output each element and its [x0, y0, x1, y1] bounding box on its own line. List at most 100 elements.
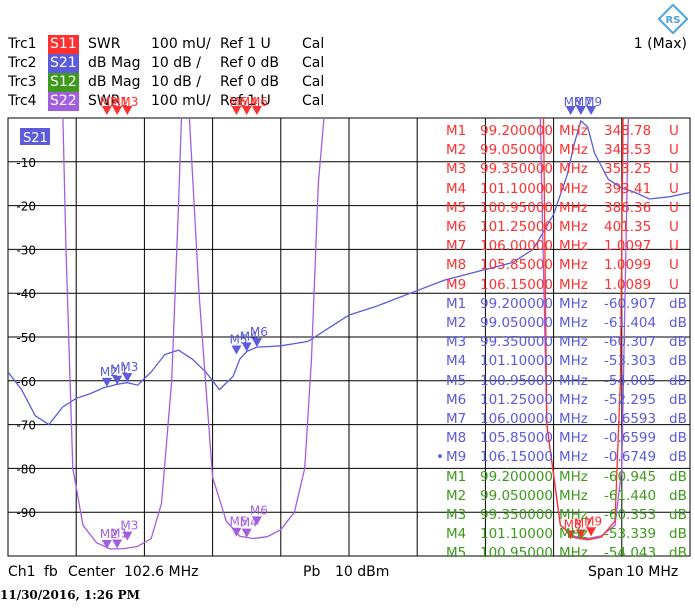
marker-label: M4	[240, 516, 258, 530]
trace-format: SWR	[88, 93, 121, 109]
y-tick-label: -60	[16, 375, 36, 389]
trace-s21	[8, 119, 690, 426]
marker-frequency-unit: MHz	[559, 353, 588, 370]
trace-ref: Ref 0 dB	[220, 55, 279, 71]
marker-triangle	[251, 338, 262, 348]
top-marker-label: M4	[240, 95, 258, 109]
marker-triangle	[112, 375, 123, 385]
marker-name: M5	[446, 545, 467, 558]
y-axis-ticks: -10 -20 -30 -40 -50 -60 -70 -80 -90	[16, 156, 36, 520]
marker-name: M1	[446, 123, 467, 139]
marker-frequency: 101.25000	[480, 391, 554, 408]
marker-value: -53.303	[604, 353, 657, 370]
marker-value-unit: dB	[669, 430, 687, 447]
marker-triangle	[241, 342, 252, 352]
marker-label: M6	[250, 503, 268, 517]
marker-value: 386.36	[604, 199, 652, 216]
trace-param-badge[interactable]: S21	[48, 54, 79, 73]
active-trace-badge[interactable]	[20, 128, 50, 145]
trace-scale: 10 dB /	[151, 55, 201, 71]
top-marker-label: M3	[120, 95, 138, 109]
marker-name: M5	[446, 372, 467, 389]
marker-frequency-unit: MHz	[559, 526, 588, 543]
trace-param-badge[interactable]: S11	[48, 35, 79, 54]
marker-frequency: 99.350000	[480, 507, 554, 523]
marker-frequency-unit: MHz	[559, 468, 588, 485]
marker-name: M3	[446, 334, 467, 351]
marker-name: M1	[446, 468, 467, 485]
marker-frequency: 99.200000	[480, 468, 554, 485]
trace-scale: 100 mU/	[151, 36, 211, 52]
marker-value-unit: dB	[669, 507, 687, 523]
marker-frequency: 100.95000	[480, 372, 554, 389]
marker-frequency: 100.95000	[480, 545, 554, 558]
marker-label: M3	[120, 360, 138, 374]
marker-value-unit: U	[669, 276, 679, 293]
marker-frequency: 101.10000	[480, 180, 554, 197]
marker-label: M3	[120, 519, 138, 533]
marker-value: -54.043	[604, 545, 657, 558]
marker-frequency-unit: MHz	[559, 545, 588, 558]
marker-frequency-unit: MHz	[559, 142, 588, 159]
marker-frequency: 106.15000	[480, 276, 554, 293]
trace-ref: Ref 1 U	[220, 36, 271, 52]
top-marker-triangle	[241, 106, 252, 115]
marker-name: M5	[446, 199, 467, 216]
marker-frequency-unit: MHz	[559, 199, 588, 216]
marker-frequency: 106.00000	[480, 411, 554, 427]
marker-frequency-unit: MHz	[559, 276, 588, 293]
marker-name: M7	[446, 238, 467, 255]
trace-cal: Cal	[302, 93, 325, 109]
y-tick-label: -40	[16, 287, 36, 301]
trace-param-badge[interactable]: S22	[48, 92, 79, 111]
power-value[interactable]: 10 dBm	[335, 564, 390, 580]
top-marker-label: M6	[250, 95, 268, 109]
svg-text:RS: RS	[666, 15, 681, 26]
marker-name: M2	[446, 315, 467, 331]
trace-s11	[542, 118, 624, 541]
marker-frequency: 100.95000	[480, 199, 554, 216]
marker-value-unit: U	[669, 161, 679, 178]
marker-value-unit: U	[669, 180, 679, 197]
marker-value: 348.53	[604, 142, 652, 159]
marker-name: M9	[446, 449, 467, 466]
marker-label: M5	[229, 515, 247, 529]
channel-label[interactable]: Ch1	[8, 564, 36, 580]
marker-value: -52.295	[604, 391, 657, 408]
marker-name: M3	[446, 507, 467, 523]
power-label: Pb	[303, 564, 321, 580]
timestamp: 11/30/2016, 1:26 PM	[0, 588, 140, 602]
marker-frequency-unit: MHz	[559, 449, 588, 466]
marker-frequency-unit: MHz	[559, 391, 588, 408]
marker-frequency-unit: MHz	[559, 430, 588, 447]
marker-triangle	[575, 529, 586, 539]
marker-value: -60.945	[604, 468, 657, 485]
span-value[interactable]: 10 MHz	[626, 564, 679, 580]
brand-logo-icon: RS	[658, 4, 688, 34]
marker-value: 401.35	[604, 219, 652, 235]
top-marker-triangle	[231, 106, 242, 115]
marker-value-unit: dB	[669, 449, 687, 466]
marker-triangle	[231, 527, 242, 537]
marker-value-unit: U	[669, 199, 679, 216]
marker-frequency: 101.10000	[480, 526, 554, 543]
marker-frequency: 99.050000	[480, 315, 554, 331]
marker-value: -60.353	[604, 507, 657, 523]
top-marker-label: M2	[100, 95, 118, 109]
marker-triangle	[101, 377, 112, 387]
marker-label: M5	[229, 333, 247, 347]
marker-label: M7	[574, 516, 592, 530]
marker-name: M2	[446, 487, 467, 504]
trace-name: Trc1	[8, 36, 37, 52]
marker-name: M1	[446, 295, 467, 312]
marker-value-unit: dB	[669, 487, 687, 504]
active-trace-label: S21	[23, 131, 48, 146]
trace-param-badge[interactable]: S12	[48, 73, 79, 92]
trace-format: dB Mag	[88, 74, 141, 90]
top-marker-triangle	[101, 106, 112, 115]
marker-value-unit: U	[669, 123, 679, 139]
marker-frequency-unit: MHz	[559, 334, 588, 351]
center-value[interactable]: 102.6 MHz	[124, 564, 199, 580]
